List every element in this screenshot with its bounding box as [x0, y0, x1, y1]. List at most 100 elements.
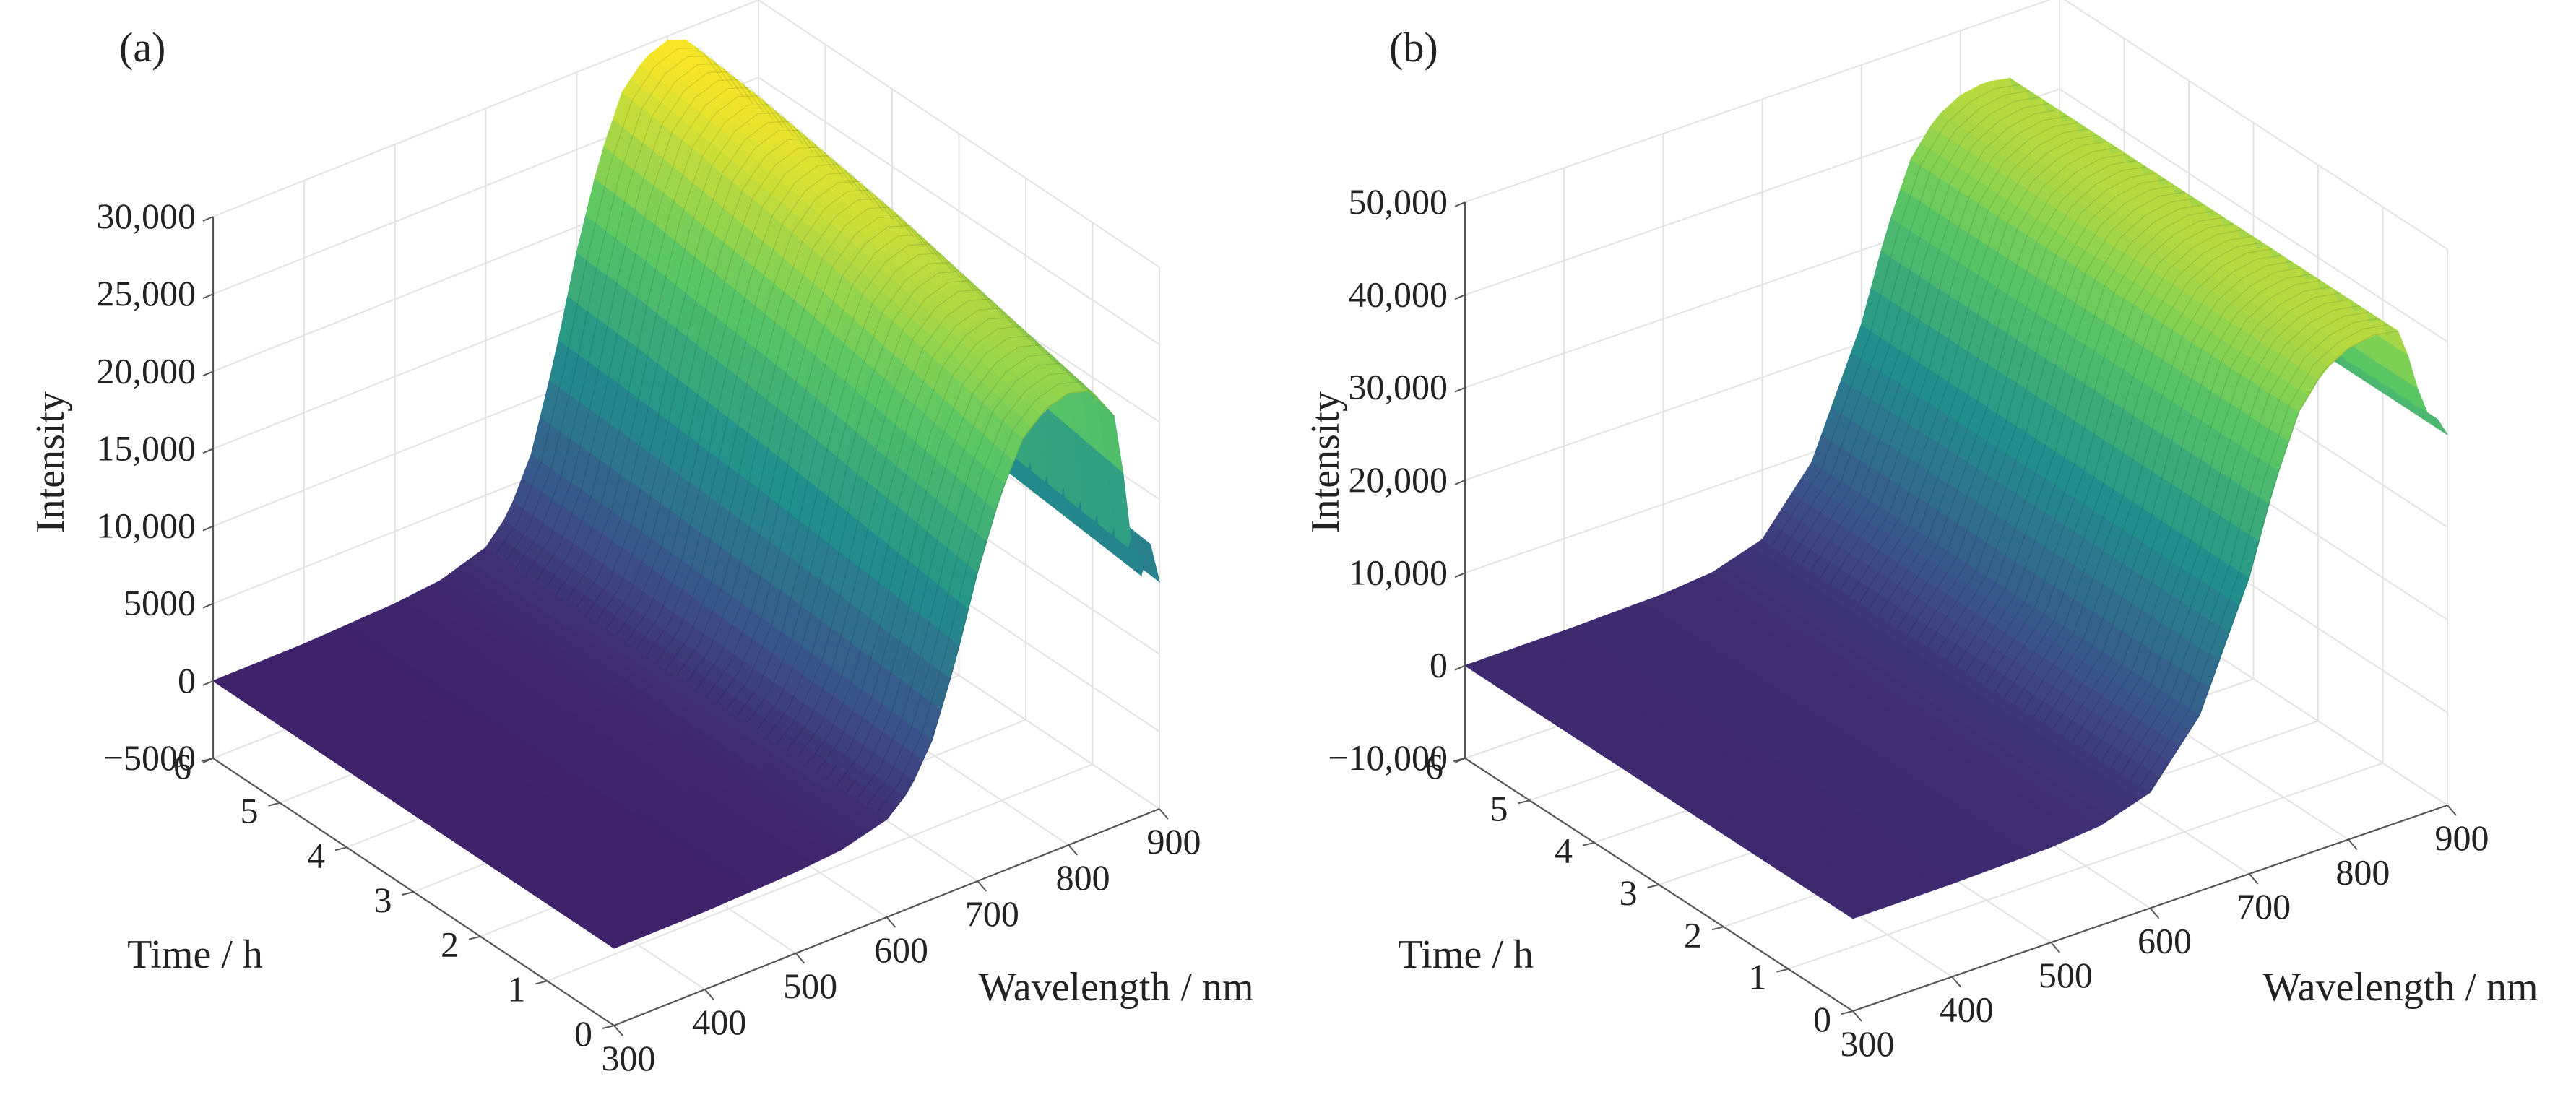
panel-b-surface-mesh-line: [2130, 318, 2379, 780]
panel-a-surface-mesh-line: [515, 63, 744, 568]
panel-a-surface-mesh-line: [686, 207, 915, 684]
panel-a-y-tick-label: 4: [307, 835, 325, 875]
panel-a-surface-mesh-line: [876, 381, 1105, 813]
panel-b-surface-mesh-line: [2120, 311, 2369, 774]
panel-b-y-tick-label: 1: [1749, 957, 1767, 997]
panel-a-y-tick-mark: [201, 758, 214, 762]
panel-a-surface-plot: −50000500010,00015,00020,00025,00030,000…: [28, 0, 1254, 1078]
panel-b-z-tick-label: 50,000: [1349, 181, 1448, 222]
panel-b-surface-mesh-line: [1820, 116, 2069, 578]
panel-b-surface-mesh-line: [1955, 204, 2205, 667]
panel-b-y-axis-label: Time / h: [1398, 932, 1534, 977]
panel-a-grid-wall-z2-line: [758, 0, 1160, 268]
panel-a-y-tick-mark: [468, 935, 481, 940]
panel-a-x-tick-label: 400: [692, 1002, 746, 1042]
panel-b-surface-mesh-line: [1965, 210, 2214, 673]
panel-b-x-axis-label: Wavelength / nm: [2262, 965, 2538, 1010]
panel-a-surface-mesh-line: [675, 198, 904, 677]
panel-a-surface-mesh-line: [535, 79, 764, 582]
panel-a-z-tick-label: 15,000: [97, 428, 196, 468]
panel-b-surface-mesh-line: [1984, 223, 2234, 685]
panel-a-y-tick-mark: [402, 891, 414, 896]
panel-b-z-tick-mark: [1454, 480, 1466, 485]
panel-b-surface-mesh-line: [1907, 173, 2156, 635]
panel-b-grid-wall-z2-line: [2059, 88, 2448, 343]
panel-b-y-tick-label: 2: [1684, 914, 1702, 955]
panel-b-surface-mesh-line: [2033, 254, 2282, 717]
panel-b-surface-mesh-line: [1927, 185, 2175, 648]
panel-a-z-tick-label: −5000: [103, 737, 196, 778]
panel-a-surface-mesh-line: [836, 344, 1065, 786]
panel-b-z-tick-label: −10,000: [1328, 737, 1448, 778]
panel-a-z-tick-label: 25,000: [97, 273, 196, 313]
panel-a-x-tick-mark: [795, 953, 805, 964]
panel-b-y-tick-label: 6: [1425, 746, 1443, 786]
panel-a-z-tick-mark: [202, 293, 214, 300]
panel-a-surface-mesh-line: [615, 147, 844, 636]
panel-a-surface-mesh-line: [545, 87, 774, 589]
panel-b-surface-mesh-line: [2023, 248, 2273, 711]
panel-b-x-tick-label: 700: [2236, 886, 2291, 927]
panel-b-z-tick-label: 10,000: [1349, 552, 1448, 592]
panel-b-surface-mesh-line: [2081, 286, 2330, 749]
panel-b-z-axis-label: Intensity: [1303, 391, 1348, 533]
panel-b-surface-mesh-line: [1897, 166, 2146, 628]
panel-a-surface-mesh-line: [706, 225, 934, 698]
panel-b-grid-wall-z-line: [1464, 0, 2052, 203]
panel-b-surface-mesh-line: [1849, 134, 2098, 597]
panel-a-y-tick-mark: [334, 846, 347, 851]
panel-b-x-tick-label: 400: [1940, 989, 1994, 1030]
panel-a-surface-mesh-line: [756, 271, 985, 732]
panel-b-y-tick-label: 5: [1490, 788, 1508, 828]
panel-a-surface-mesh-line: [725, 243, 954, 711]
panel-b-x-tick-mark: [2050, 942, 2061, 953]
panel-b-z-tick-mark: [1454, 386, 1466, 393]
panel-a-z-tick-label: 30,000: [97, 196, 196, 236]
panel-a-x-tick-label: 900: [1147, 821, 1201, 862]
panel-a-surface-mesh-line: [575, 112, 804, 609]
panel-a-surface-mesh-line: [796, 307, 1024, 759]
panel-a-z-tick-mark: [202, 370, 214, 377]
panel-a-x-tick-mark: [613, 1025, 623, 1036]
panel-a-surface-mesh-line: [826, 335, 1055, 779]
panel-a-x-axis-label: Wavelength / nm: [978, 965, 1253, 1010]
panel-b-z-tick-label: 0: [1430, 645, 1448, 685]
panel-a-surface-patch: [1133, 529, 1160, 583]
panel-a-surface-mesh-line: [636, 163, 864, 650]
panel-b-surface-mesh-line: [1771, 84, 2020, 547]
panel-b-y-tick-mark: [1453, 758, 1466, 762]
panel-a-surface-mesh-line: [856, 363, 1085, 799]
panel-a-z-tick-label: 5000: [124, 583, 196, 623]
panel-a-z-axis-label: Intensity: [28, 391, 73, 533]
panel-a-z-tick-mark: [202, 602, 214, 609]
panel-b-surface-mesh-line: [2043, 261, 2291, 724]
panel-a-surface-mesh-line: [735, 252, 964, 718]
panel-b-x-tick-mark: [2348, 838, 2358, 851]
panel-b-y-tick-mark: [1518, 799, 1530, 805]
panel-b-y-tick-mark: [1776, 968, 1789, 973]
panel-b-y-tick-label: 0: [1813, 999, 1831, 1039]
panel-a-surface-mesh-line: [696, 215, 925, 690]
panel-b-y-tick-mark: [1647, 884, 1659, 888]
panel-a-y-tick-label: 6: [173, 746, 191, 786]
panel-b-surface-mesh-line: [1994, 229, 2243, 692]
panel-a-surface-mesh-line: [786, 298, 1014, 752]
panel-b-surface-mesh-line: [2062, 274, 2311, 736]
panel-a-y-tick-label: 3: [374, 880, 392, 920]
panel-a-surface-mesh-line: [525, 71, 754, 575]
panel-b-surface-mesh-line: [1888, 160, 2137, 623]
panel-b-surface-mesh-line: [2072, 279, 2321, 742]
panel-b-label: (b): [1389, 24, 1438, 71]
panel-b-surface-mesh-line: [1810, 109, 2059, 572]
panel-b-surface-mesh-line: [1781, 90, 2030, 552]
panel-a-surface-mesh-line: [605, 138, 834, 629]
panel-a-y-tick-label: 1: [508, 968, 526, 1009]
panel-b-text: (b) Intensity Time / h Wavelength / nm: [1303, 24, 2538, 1010]
panel-a-z-tick-mark: [202, 680, 214, 686]
panel-b-y-tick-label: 4: [1555, 831, 1573, 871]
panel-a-grid-wall-z-line: [212, 0, 759, 217]
panel-b-z-tick-mark: [1454, 572, 1466, 578]
panel-a-y-tick-label: 2: [441, 924, 459, 965]
panel-a-surface-mesh-line: [585, 121, 814, 616]
panel-b-surface-mesh-line: [1878, 153, 2127, 616]
